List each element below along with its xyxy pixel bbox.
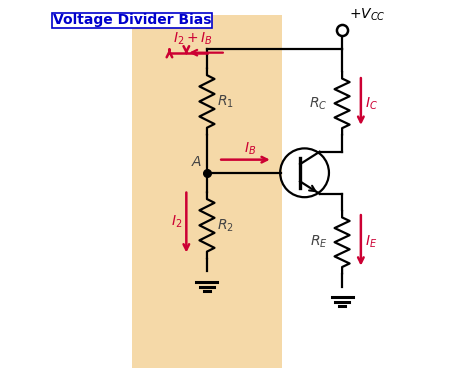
Text: $R_C$: $R_C$ bbox=[310, 95, 328, 112]
Text: $R_1$: $R_1$ bbox=[218, 93, 234, 110]
Text: Voltage Divider Bias: Voltage Divider Bias bbox=[53, 13, 211, 27]
Text: $R_E$: $R_E$ bbox=[310, 234, 328, 251]
FancyBboxPatch shape bbox=[132, 15, 282, 368]
Text: $I_C$: $I_C$ bbox=[365, 95, 377, 112]
Text: $I_2$: $I_2$ bbox=[171, 214, 182, 230]
Text: $+V_{CC}$: $+V_{CC}$ bbox=[349, 7, 385, 23]
Text: $I_B$: $I_B$ bbox=[244, 141, 256, 157]
Text: $I_2 + I_B$: $I_2 + I_B$ bbox=[173, 31, 213, 47]
Text: A: A bbox=[192, 155, 201, 169]
Text: $R_2$: $R_2$ bbox=[218, 217, 234, 233]
Text: $I_E$: $I_E$ bbox=[365, 234, 377, 251]
